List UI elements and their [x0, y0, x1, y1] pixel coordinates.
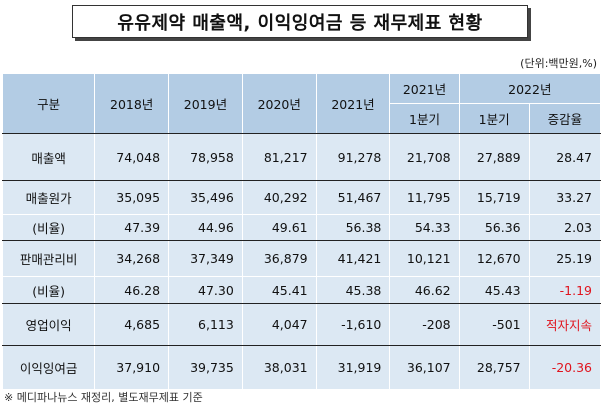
cell: 47.39 [94, 214, 170, 241]
cell: 39,735 [168, 345, 243, 390]
cell: -1,610 [315, 303, 391, 346]
table-row-sga-ratio: (비율) 46.28 47.30 45.41 45.38 46.62 45.43… [1, 276, 602, 304]
header-year-2020: 2020년 [241, 73, 317, 134]
cell: 56.36 [458, 214, 530, 241]
page-title: 유유제약 매출액, 이익잉여금 등 재무제표 현황 [117, 12, 483, 34]
row-label: 매출액 [1, 133, 96, 181]
row-label: 매출원가 [1, 180, 96, 215]
cell: 37,349 [168, 240, 243, 277]
header-q-2022: 2022년 [458, 73, 602, 104]
cell: 2.03 [528, 214, 602, 241]
row-label: (비율) [1, 276, 96, 304]
cell: 4,047 [241, 303, 317, 346]
cell: 45.43 [458, 276, 530, 304]
row-label: 이익잉여금 [1, 345, 96, 390]
cell: 91,278 [315, 133, 391, 181]
cell: 45.38 [315, 276, 391, 304]
cell: 28.47 [528, 133, 602, 181]
cell: 51,467 [315, 180, 391, 215]
cell: 28,757 [458, 345, 530, 390]
cell: 31,919 [315, 345, 391, 390]
cell: 81,217 [241, 133, 317, 181]
row-label: 판매관리비 [1, 240, 96, 277]
cell: 15,719 [458, 180, 530, 215]
cell: -501 [458, 303, 530, 346]
header-year-2021: 2021년 [315, 73, 391, 134]
cell: 41,421 [315, 240, 391, 277]
header-q-2021: 2021년 [389, 73, 460, 104]
cell: -208 [389, 303, 460, 346]
row-label: (비율) [1, 214, 96, 241]
cell: 78,958 [168, 133, 243, 181]
cell: 11,795 [389, 180, 460, 215]
cell: -1.19 [528, 276, 602, 304]
unit-note: (단위:백만원,%) [520, 57, 597, 70]
cell: 33.27 [528, 180, 602, 215]
footnote: ※ 메디파나뉴스 재정리, 별도재무제표 기준 [4, 391, 203, 404]
header-q1-2022: 1분기 [458, 103, 530, 134]
cell: 12,670 [458, 240, 530, 277]
header-category: 구분 [1, 73, 96, 134]
cell: 74,048 [94, 133, 170, 181]
cell: 35,095 [94, 180, 170, 215]
cell: 36,107 [389, 345, 460, 390]
table-row-sga: 판매관리비 34,268 37,349 36,879 41,421 10,121… [1, 240, 602, 277]
cell: 34,268 [94, 240, 170, 277]
table-row-revenue: 매출액 74,048 78,958 81,217 91,278 21,708 2… [1, 133, 602, 181]
cell: 27,889 [458, 133, 530, 181]
cell: 35,496 [168, 180, 243, 215]
title-box: 유유제약 매출액, 이익잉여금 등 재무제표 현황 [72, 5, 528, 38]
financial-table: 구분 2018년 2019년 2020년 2021년 2021년 2022년 1… [1, 73, 602, 390]
header-change: 증감율 [528, 103, 602, 134]
table-row-cogs-ratio: (비율) 47.39 44.96 49.61 56.38 54.33 56.36… [1, 214, 602, 241]
cell: 54.33 [389, 214, 460, 241]
cell: 40,292 [241, 180, 317, 215]
cell: 56.38 [315, 214, 391, 241]
row-label: 영업이익 [1, 303, 96, 346]
cell: 37,910 [94, 345, 170, 390]
cell: 45.41 [241, 276, 317, 304]
cell: 6,113 [168, 303, 243, 346]
cell: 38,031 [241, 345, 317, 390]
table-row-retained-earnings: 이익잉여금 37,910 39,735 38,031 31,919 36,107… [1, 345, 602, 390]
cell: -20.36 [528, 345, 602, 390]
cell: 25.19 [528, 240, 602, 277]
cell: 21,708 [389, 133, 460, 181]
cell: 10,121 [389, 240, 460, 277]
header-q1-2021: 1분기 [389, 103, 460, 134]
header-year-2019: 2019년 [168, 73, 243, 134]
header-year-2018: 2018년 [94, 73, 170, 134]
cell: 46.28 [94, 276, 170, 304]
table-row-operating-income: 영업이익 4,685 6,113 4,047 -1,610 -208 -501 … [1, 303, 602, 346]
table-row-cogs: 매출원가 35,095 35,496 40,292 51,467 11,795 … [1, 180, 602, 215]
header-row-1: 구분 2018년 2019년 2020년 2021년 2021년 2022년 [1, 73, 602, 134]
cell: 44.96 [168, 214, 243, 241]
cell: 36,879 [241, 240, 317, 277]
header-row-2: 1분기 1분기 증감율 [3, 103, 602, 134]
cell: 적자지속 [528, 303, 602, 346]
cell: 4,685 [94, 303, 170, 346]
cell: 49.61 [241, 214, 317, 241]
cell: 46.62 [389, 276, 460, 304]
cell: 47.30 [168, 276, 243, 304]
